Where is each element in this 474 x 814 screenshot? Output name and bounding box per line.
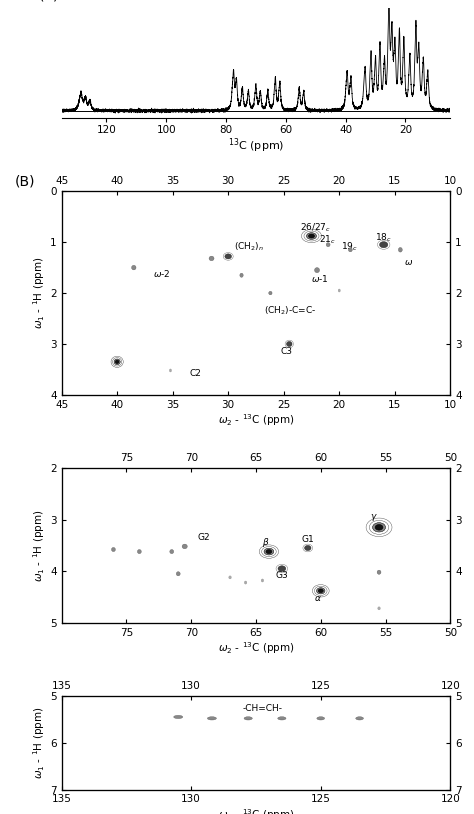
Y-axis label: $\omega_1$ - $^1$H (ppm): $\omega_1$ - $^1$H (ppm) [32, 509, 47, 582]
Y-axis label: $\omega_1$ - $^1$H (ppm): $\omega_1$ - $^1$H (ppm) [32, 707, 47, 779]
Text: 21$_c$: 21$_c$ [319, 234, 336, 246]
Ellipse shape [266, 549, 272, 554]
Y-axis label: $\omega_1$ - $^1$H (ppm): $\omega_1$ - $^1$H (ppm) [32, 256, 47, 330]
Ellipse shape [182, 544, 187, 549]
Text: $\omega$-1: $\omega$-1 [311, 274, 329, 284]
Ellipse shape [173, 716, 183, 719]
Ellipse shape [317, 717, 325, 720]
Text: $\omega$-2: $\omega$-2 [153, 268, 170, 279]
Ellipse shape [317, 588, 325, 594]
Ellipse shape [225, 254, 231, 259]
Ellipse shape [244, 717, 252, 720]
Text: C2: C2 [189, 369, 201, 378]
Ellipse shape [132, 265, 136, 270]
Ellipse shape [170, 549, 173, 554]
Ellipse shape [209, 256, 214, 260]
Ellipse shape [378, 606, 380, 610]
Ellipse shape [278, 566, 286, 571]
Ellipse shape [373, 523, 385, 532]
Ellipse shape [307, 233, 317, 239]
Ellipse shape [169, 369, 172, 372]
Text: $\omega$: $\omega$ [404, 258, 413, 267]
X-axis label: $\omega_2$ - $^{13}$C (ppm): $\omega_2$ - $^{13}$C (ppm) [218, 413, 294, 428]
X-axis label: $\omega_2$ - $^{13}$C (ppm): $\omega_2$ - $^{13}$C (ppm) [218, 641, 294, 656]
Ellipse shape [244, 581, 247, 584]
Ellipse shape [114, 359, 120, 365]
Text: 26/27$_c$: 26/27$_c$ [301, 221, 331, 234]
Ellipse shape [278, 717, 286, 720]
Ellipse shape [111, 548, 115, 552]
Ellipse shape [375, 524, 383, 530]
Ellipse shape [309, 234, 314, 238]
Ellipse shape [315, 268, 319, 273]
Text: $\beta$: $\beta$ [263, 536, 270, 549]
X-axis label: $\omega_2$ - $^{13}$C (ppm): $\omega_2$ - $^{13}$C (ppm) [218, 807, 294, 814]
Text: (CH$_2$)-C=C-: (CH$_2$)-C=C- [264, 304, 316, 317]
Ellipse shape [115, 360, 119, 364]
Ellipse shape [326, 243, 330, 247]
Text: 18$_c$: 18$_c$ [375, 232, 392, 244]
Text: 19$_c$: 19$_c$ [341, 241, 358, 253]
Ellipse shape [137, 549, 141, 554]
Ellipse shape [264, 549, 274, 555]
Ellipse shape [398, 247, 402, 252]
Text: (B): (B) [15, 175, 36, 189]
Text: G2: G2 [198, 533, 210, 542]
Ellipse shape [269, 291, 272, 295]
Text: C3: C3 [281, 347, 292, 356]
Ellipse shape [348, 247, 352, 252]
Ellipse shape [240, 274, 243, 278]
Ellipse shape [356, 717, 364, 720]
Text: G1: G1 [301, 535, 314, 544]
Text: (CH$_2$)$_n$: (CH$_2$)$_n$ [234, 241, 264, 253]
Ellipse shape [377, 570, 381, 575]
Ellipse shape [304, 545, 311, 550]
X-axis label: $^{13}$C (ppm): $^{13}$C (ppm) [228, 137, 284, 155]
Text: (A): (A) [38, 0, 59, 2]
Text: G3: G3 [275, 571, 288, 580]
Ellipse shape [176, 571, 180, 575]
Ellipse shape [380, 242, 388, 247]
Ellipse shape [261, 579, 264, 582]
Ellipse shape [208, 717, 217, 720]
Ellipse shape [286, 341, 292, 347]
Ellipse shape [338, 289, 340, 292]
Ellipse shape [318, 589, 323, 593]
Ellipse shape [229, 575, 231, 579]
Text: $\gamma$: $\gamma$ [370, 511, 378, 523]
Text: -CH=CH-: -CH=CH- [243, 704, 283, 714]
Text: $\alpha$: $\alpha$ [314, 593, 322, 602]
